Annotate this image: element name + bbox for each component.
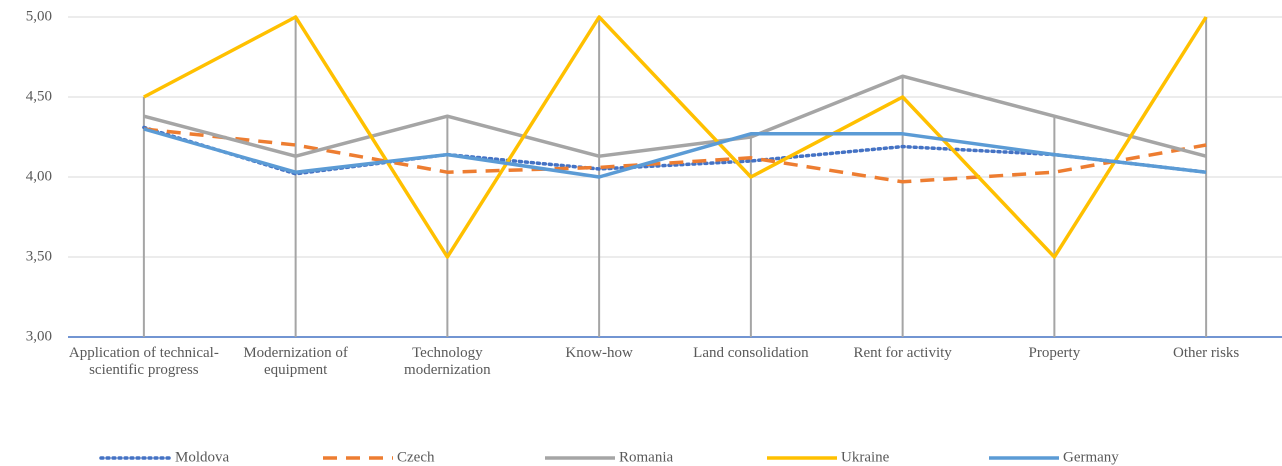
y-tick-label: 3,00 [26,328,52,344]
series-line [143,74,1207,158]
series-line [143,127,1207,184]
series-line [143,15,1208,259]
y-tick-label: 3,50 [26,248,52,264]
series-line [142,125,1208,176]
x-tick-label: Know-how [565,345,633,361]
x-tick-label: Application of technical-scientific prog… [68,345,219,378]
legend-label: Ukraine [841,449,890,465]
legend-label: Germany [1063,449,1119,465]
legend-label: Moldova [175,449,230,465]
x-tick-label: Rent for activity [853,345,952,361]
x-tick-label: Land consolidation [693,345,809,361]
y-tick-label: 5,00 [26,8,52,24]
y-tick-label: 4,00 [26,168,52,184]
legend-label: Czech [397,449,435,465]
x-tick-label: Other risks [1173,345,1240,361]
x-tick-label: Technology modernization [404,345,491,378]
x-tick-label: Property [1028,345,1081,361]
series-line [143,127,1207,179]
x-tick-label: Modernization of equipment [243,345,348,378]
legend-label: Romania [619,449,673,465]
y-tick-label: 4,50 [26,88,52,104]
